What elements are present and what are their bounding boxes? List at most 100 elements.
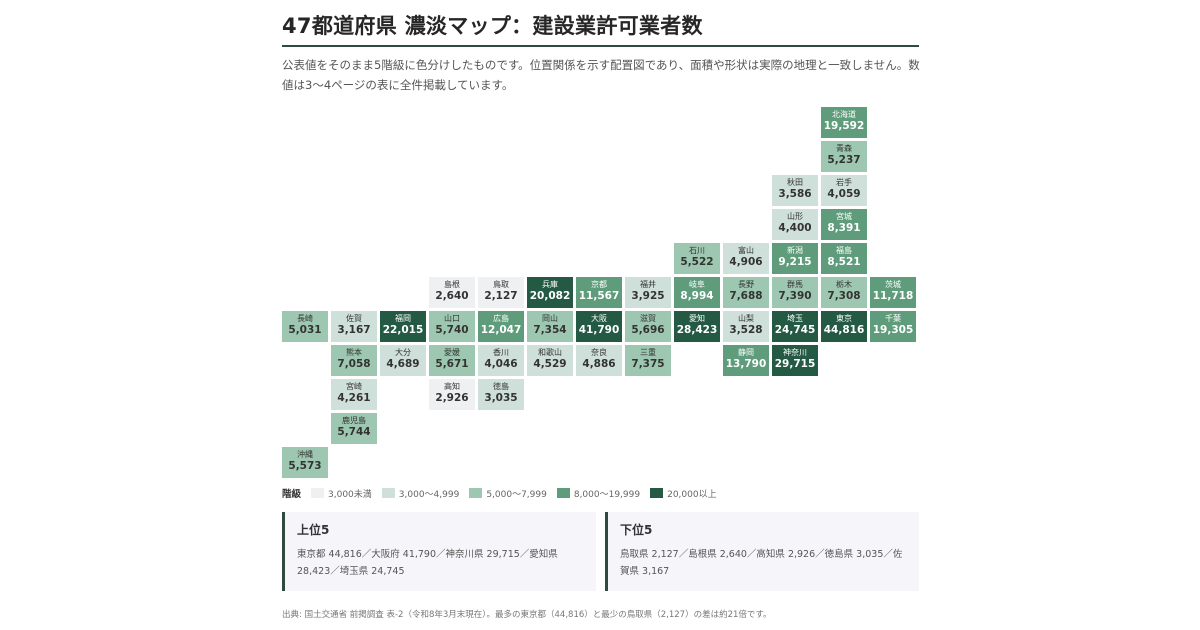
prefecture-value: 5,573	[288, 460, 322, 472]
top5-body: 東京都 44,816／大阪府 41,790／神奈川県 29,715／愛知県 28…	[297, 549, 558, 577]
prefecture-value: 7,688	[729, 290, 763, 302]
legend-label: 3,000〜4,999	[398, 489, 460, 500]
legend-label: 8,000〜19,999	[573, 489, 641, 500]
prefecture-value: 8,391	[827, 222, 861, 234]
prefecture-name: 佐賀	[346, 314, 362, 323]
prefecture-tile: 滋賀 5,696	[625, 311, 671, 342]
prefecture-name: 群馬	[787, 280, 803, 289]
prefecture-tile: 千葉 19,305	[870, 311, 916, 342]
prefecture-name: 宮城	[836, 212, 852, 221]
prefecture-name: 京都	[591, 280, 607, 289]
legend-item: 3,000未満	[311, 487, 372, 500]
tile-map: 北海道 19,592 青森 5,237 秋田 3,586 岩手 4,059 山形 4,400 宮城 8…	[282, 0, 919, 630]
prefecture-tile: 新潟 9,215	[772, 243, 818, 274]
prefecture-value: 5,696	[631, 324, 665, 336]
legend-swatch-4	[650, 488, 664, 498]
prefecture-name: 栃木	[836, 280, 852, 289]
prefecture-tile: 和歌山 4,529	[527, 345, 573, 376]
prefecture-name: 熊本	[346, 348, 362, 357]
prefecture-name: 神奈川	[783, 348, 807, 357]
prefecture-tile: 島根 2,640	[429, 277, 475, 308]
prefecture-value: 8,994	[680, 290, 714, 302]
prefecture-value: 24,745	[774, 324, 816, 336]
prefecture-name: 兵庫	[542, 280, 558, 289]
prefecture-name: 高知	[444, 382, 460, 391]
prefecture-tile: 熊本 7,058	[331, 345, 377, 376]
prefecture-value: 7,375	[631, 358, 665, 370]
prefecture-value: 4,689	[386, 358, 420, 370]
prefecture-name: 茨城	[885, 280, 901, 289]
prefecture-value: 2,926	[435, 392, 469, 404]
legend-item: 3,000〜4,999	[381, 487, 460, 500]
prefecture-tile: 岐阜 8,994	[674, 277, 720, 308]
prefecture-name: 徳島	[493, 382, 509, 391]
prefecture-value: 41,790	[578, 324, 620, 336]
prefecture-tile: 高知 2,926	[429, 379, 475, 410]
prefecture-value: 28,423	[676, 324, 718, 336]
prefecture-value: 11,567	[578, 290, 620, 302]
prefecture-value: 2,127	[484, 290, 518, 302]
source-note: 出典: 国土交通省 前掲調査 表-2（令和8年3月末現在）。最多の東京都（44,…	[282, 610, 772, 620]
prefecture-tile: 鹿児島 5,744	[331, 413, 377, 444]
prefecture-tile: 愛知 28,423	[674, 311, 720, 342]
prefecture-tile: 徳島 3,035	[478, 379, 524, 410]
prefecture-tile: 京都 11,567	[576, 277, 622, 308]
prefecture-tile: 愛媛 5,671	[429, 345, 475, 376]
prefecture-tile: 富山 4,906	[723, 243, 769, 274]
prefecture-tile: 宮崎 4,261	[331, 379, 377, 410]
prefecture-name: 大阪	[591, 314, 607, 323]
legend-label: 20,000以上	[667, 489, 717, 500]
prefecture-name: 宮崎	[346, 382, 362, 391]
prefecture-name: 長崎	[297, 314, 313, 323]
description: 公表値をそのまま5階級に色分けしたものです。位置関係を示す配置図であり、面積や形…	[282, 58, 920, 92]
prefecture-name: 富山	[738, 246, 754, 255]
prefecture-value: 13,790	[725, 358, 767, 370]
top5-title: 上位5	[297, 523, 330, 537]
prefecture-value: 5,740	[435, 324, 469, 336]
prefecture-value: 5,671	[435, 358, 469, 370]
prefecture-tile: 兵庫 20,082	[527, 277, 573, 308]
prefecture-value: 4,261	[337, 392, 371, 404]
prefecture-name: 埼玉	[787, 314, 803, 323]
prefecture-value: 11,718	[872, 290, 914, 302]
prefecture-name: 山口	[444, 314, 460, 323]
prefecture-tile: 佐賀 3,167	[331, 311, 377, 342]
prefecture-name: 岡山	[542, 314, 558, 323]
prefecture-value: 4,886	[582, 358, 616, 370]
prefecture-tile: 福岡 22,015	[380, 311, 426, 342]
legend: 階級 3,000未満 3,000〜4,999 5,000〜7,999 8,000…	[282, 486, 727, 500]
prefecture-name: 福井	[640, 280, 656, 289]
prefecture-name: 福島	[836, 246, 852, 255]
prefecture-value: 3,167	[337, 324, 371, 336]
prefecture-value: 5,237	[827, 154, 861, 166]
bottom5-body: 鳥取県 2,127／島根県 2,640／高知県 2,926／徳島県 3,035／…	[620, 549, 903, 577]
prefecture-tile: 栃木 7,308	[821, 277, 867, 308]
prefecture-name: 奈良	[591, 348, 607, 357]
prefecture-value: 2,640	[435, 290, 469, 302]
prefecture-tile: 岩手 4,059	[821, 175, 867, 206]
prefecture-value: 3,528	[729, 324, 763, 336]
bottom5-card: 下位5 鳥取県 2,127／島根県 2,640／高知県 2,926／徳島県 3,…	[605, 512, 919, 591]
prefecture-name: 山形	[787, 212, 803, 221]
prefecture-tile: 宮城 8,391	[821, 209, 867, 240]
legend-item: 20,000以上	[650, 487, 717, 500]
prefecture-tile: 広島 12,047	[478, 311, 524, 342]
prefecture-name: 福岡	[395, 314, 411, 323]
prefecture-value: 4,046	[484, 358, 518, 370]
prefecture-tile: 香川 4,046	[478, 345, 524, 376]
prefecture-tile: 大分 4,689	[380, 345, 426, 376]
legend-swatch-2	[469, 488, 483, 498]
prefecture-value: 8,521	[827, 256, 861, 268]
prefecture-tile: 東京 44,816	[821, 311, 867, 342]
legend-label: 3,000未満	[328, 489, 372, 500]
prefecture-value: 12,047	[480, 324, 522, 336]
bottom5-title: 下位5	[620, 523, 653, 537]
prefecture-name: 新潟	[787, 246, 803, 255]
legend-item: 5,000〜7,999	[469, 487, 547, 500]
legend-label: 5,000〜7,999	[486, 489, 547, 500]
prefecture-value: 7,058	[337, 358, 371, 370]
prefecture-name: 三重	[640, 348, 656, 357]
prefecture-value: 9,215	[778, 256, 812, 268]
prefecture-name: 沖縄	[297, 450, 313, 459]
prefecture-name: 島根	[444, 280, 460, 289]
